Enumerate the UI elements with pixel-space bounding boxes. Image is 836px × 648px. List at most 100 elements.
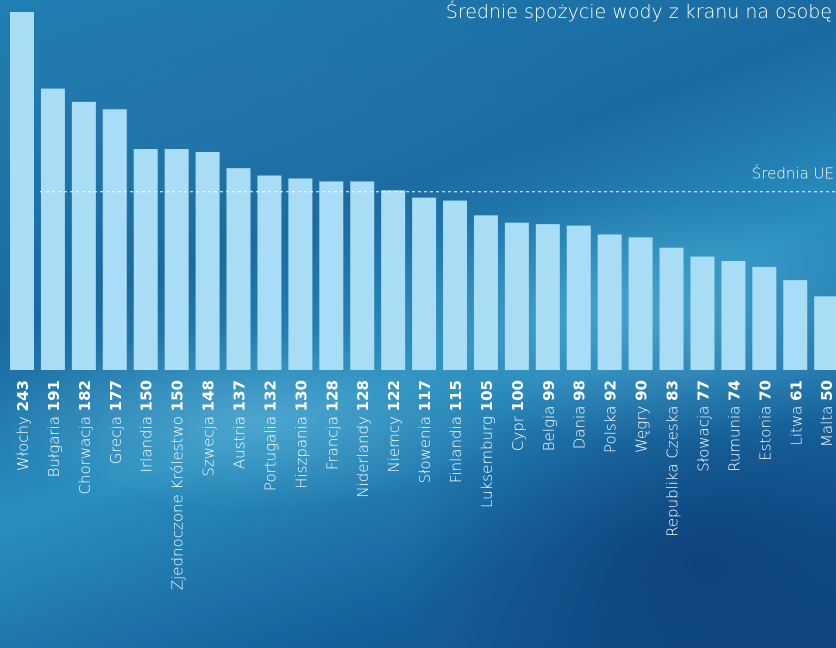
category-label: Szwecja — [200, 416, 218, 477]
value-label: 74 — [725, 380, 743, 401]
value-label: 137 — [231, 380, 249, 411]
bar-label: Litwa 61 — [787, 380, 805, 446]
category-label: Rumunia — [725, 406, 743, 472]
value-label: 117 — [416, 380, 434, 411]
value-label: 128 — [354, 380, 372, 411]
value-label: 150 — [138, 380, 156, 411]
category-label: Węgry — [633, 406, 651, 453]
bar — [629, 237, 653, 370]
bar-label: Cypr 100 — [509, 380, 527, 451]
bar — [103, 109, 127, 370]
bar — [567, 226, 591, 370]
bar — [319, 181, 343, 370]
value-label: 98 — [571, 380, 589, 401]
bar-label: Finlandia 115 — [447, 380, 465, 483]
bar-label: Luksemburg 105 — [478, 380, 496, 508]
bar-label: Grecja 177 — [107, 380, 125, 464]
bar — [412, 198, 436, 370]
value-label: 115 — [447, 380, 465, 411]
bar-label: Włochy 243 — [14, 380, 32, 471]
bar — [227, 168, 251, 370]
value-label: 243 — [14, 380, 32, 411]
bar-label: Belgia 99 — [540, 380, 558, 451]
bar-label: Portugalia 132 — [261, 380, 279, 491]
bar-label: Austria 137 — [231, 380, 249, 469]
value-label: 105 — [478, 380, 496, 411]
bar-label: Szwecja 148 — [200, 380, 218, 477]
value-label: 70 — [756, 380, 774, 401]
bar — [536, 224, 560, 370]
value-label: 132 — [261, 380, 279, 411]
bar-label: Zjednoczone Królestwo 150 — [169, 380, 187, 590]
bar-label: Niemcy 122 — [385, 380, 403, 472]
bar — [350, 181, 374, 370]
bar — [598, 234, 622, 370]
category-label: Słowenia — [416, 416, 434, 483]
value-label: 90 — [633, 380, 651, 401]
bar-label: Hiszpania 130 — [292, 380, 310, 489]
category-label: Zjednoczone Królestwo — [169, 416, 187, 590]
value-label: 50 — [818, 380, 836, 401]
bar-label: Dania 98 — [571, 380, 589, 449]
category-label: Włochy — [14, 416, 32, 471]
bar — [783, 280, 807, 370]
bar-label: Niderlandy 128 — [354, 380, 372, 498]
category-label: Grecja — [107, 416, 125, 464]
bar — [443, 201, 467, 370]
value-label: 182 — [76, 380, 94, 411]
bar — [814, 296, 836, 370]
bar-label: Chorwacja 182 — [76, 380, 94, 495]
value-label: 150 — [169, 380, 187, 411]
category-label: Polska — [602, 406, 620, 453]
bar — [41, 89, 65, 370]
value-label: 128 — [323, 380, 341, 411]
bar-label: Słowenia 117 — [416, 380, 434, 483]
category-label: Słowacja — [694, 406, 712, 472]
bar — [660, 248, 684, 370]
category-label: Irlandia — [138, 416, 156, 472]
value-label: 122 — [385, 380, 403, 411]
category-label: Niderlandy — [354, 416, 372, 498]
bar — [690, 257, 714, 370]
category-label: Dania — [571, 406, 589, 450]
category-label: Estonia — [756, 406, 774, 461]
bar-label: Republika Czeska 83 — [664, 380, 682, 537]
category-label: Litwa — [787, 406, 805, 446]
chart-background: Średnie spożycie wody z kranu na osobę W… — [0, 0, 836, 648]
value-label: 148 — [200, 380, 218, 411]
value-label: 130 — [292, 380, 310, 411]
category-label: Portugalia — [261, 416, 279, 491]
value-label: 92 — [602, 380, 620, 401]
bar — [505, 223, 529, 370]
bar-label: Estonia 70 — [756, 380, 774, 461]
bar — [288, 178, 312, 370]
chart-title: Średnie spożycie wody z kranu na osobę — [446, 0, 832, 23]
bar — [72, 102, 96, 370]
bar-label: Polska 92 — [602, 380, 620, 453]
chart: Średnie spożycie wody z kranu na osobę W… — [0, 0, 836, 648]
bar-label: Irlandia 150 — [138, 380, 156, 472]
category-label: Chorwacja — [76, 416, 94, 494]
bar — [474, 215, 498, 370]
bar — [721, 261, 745, 370]
category-label: Austria — [231, 416, 249, 469]
value-label: 83 — [664, 380, 682, 401]
category-label: Hiszpania — [292, 416, 310, 489]
reference-label: Średnia UE — [752, 164, 834, 183]
category-label: Finlandia — [447, 416, 465, 483]
category-label: Malta — [818, 406, 836, 447]
bar-label: Francja 128 — [323, 380, 341, 470]
bar-label: Rumunia 74 — [725, 380, 743, 472]
bar-label: Bułgaria 191 — [45, 380, 63, 477]
value-label: 191 — [45, 380, 63, 411]
bar — [752, 267, 776, 370]
category-label: Niemcy — [385, 416, 403, 472]
bar — [165, 149, 189, 370]
category-label: Belgia — [540, 406, 558, 452]
bar-label: Słowacja 77 — [694, 380, 712, 472]
category-label: Bułgaria — [45, 416, 63, 477]
category-label: Luksemburg — [478, 416, 496, 508]
bar — [134, 149, 158, 370]
value-label: 99 — [540, 380, 558, 401]
value-label: 100 — [509, 380, 527, 411]
